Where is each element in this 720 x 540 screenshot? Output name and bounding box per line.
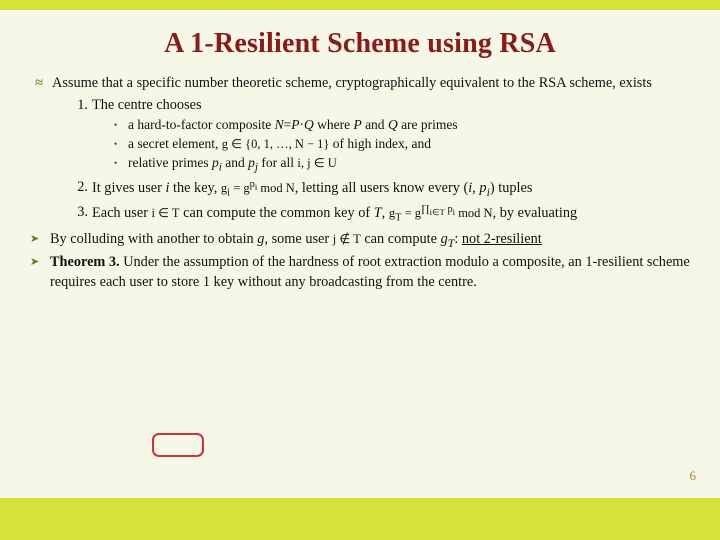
step-2-num: 2. [66,178,88,198]
step-2: 2. It gives user i the key, gi = gpi mod… [66,178,690,201]
page-number: 6 [690,468,697,484]
sub-item: relative primes pi and pj for all i, j ∈… [114,154,690,176]
step-1-sublist: a hard-to-factor composite N=P·Q where P… [114,116,690,175]
step-1-num: 1. [66,96,88,116]
step-3-num: 3. [66,203,88,223]
swirl-bullet-icon: ≈ [30,74,48,94]
slide-title: A 1-Resilient Scheme using RSA [30,28,690,60]
numbered-steps: 1. The centre chooses a hard-to-factor c… [66,96,690,226]
intro-text: Assume that a specific number theoretic … [52,75,652,91]
sub-item: a hard-to-factor composite N=P·Q where P… [114,116,690,135]
slide-body: ≈Assume that a specific number theoretic… [30,74,690,293]
intro-line: ≈Assume that a specific number theoretic… [30,74,690,94]
remarks-list: By colluding with another to obtain g, s… [30,230,690,293]
slide-panel: A 1-Resilient Scheme using RSA ≈Assume t… [0,10,720,498]
step-1: 1. The centre chooses a hard-to-factor c… [66,96,690,176]
step-3: 3. Each user i ∈ T can compute the commo… [66,203,690,226]
sub-item: a secret element, g ∈ {0, 1, …, N − 1} o… [114,135,690,154]
underlined-phrase: not 2-resilient [462,231,542,247]
remark-1: By colluding with another to obtain g, s… [30,230,690,251]
remark-2: Theorem 3. Under the assumption of the h… [30,253,690,292]
theorem-label: Theorem 3. [50,254,120,270]
step-1-text: The centre chooses [92,97,202,113]
